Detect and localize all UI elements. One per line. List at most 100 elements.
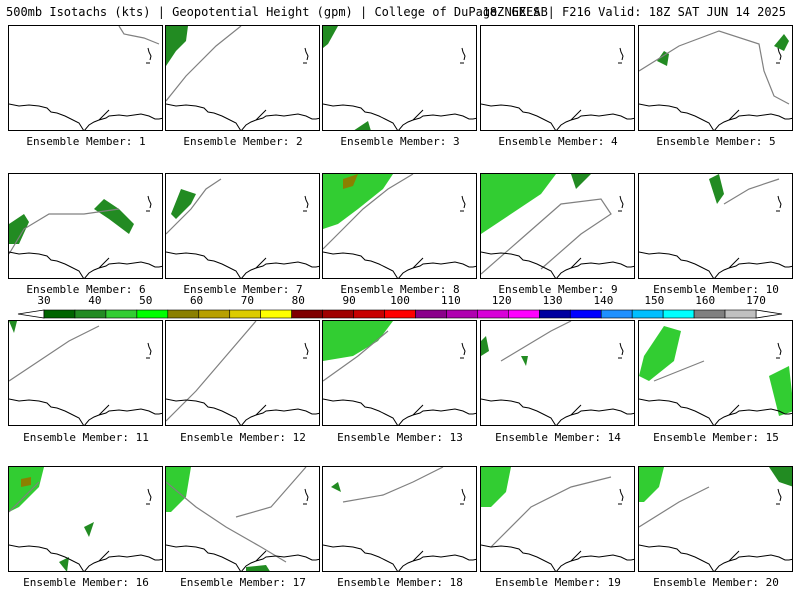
header-valid-time: 18Z GEFS | F216 Valid: 18Z SAT JUN 14 20…	[482, 5, 786, 19]
ensemble-member-map	[8, 466, 163, 572]
ensemble-member-label: Ensemble Member: 19	[495, 576, 621, 589]
coastline	[619, 488, 624, 502]
legend-tick-label: 120	[491, 294, 512, 307]
ensemble-member-map	[322, 173, 477, 279]
member-map-canvas	[166, 178, 319, 278]
header-title: 500mb Isotachs (kts) | Geopotential Heig…	[6, 5, 548, 19]
coastline	[166, 103, 319, 130]
coastline	[255, 404, 267, 416]
isotach-shading	[774, 34, 789, 51]
member-map-canvas	[481, 467, 634, 571]
isotach-shading	[9, 321, 17, 333]
legend-swatch	[198, 309, 231, 319]
isotach-shading	[331, 482, 341, 492]
ensemble-member-label: Ensemble Member: 14	[495, 431, 621, 444]
height-contour	[9, 325, 100, 382]
height-contour	[723, 178, 780, 205]
coastline	[461, 488, 466, 502]
coastline	[9, 398, 162, 425]
coastline	[481, 103, 634, 130]
ensemble-member-map	[638, 466, 793, 572]
height-contour	[490, 476, 612, 548]
legend-swatch	[229, 309, 261, 319]
isotach-shading	[354, 121, 371, 130]
ensemble-member-label: Ensemble Member: 10	[653, 283, 779, 296]
legend-swatch	[724, 309, 757, 319]
member-map-canvas	[9, 467, 162, 571]
isotach-shading	[94, 199, 134, 234]
isotach-shading	[481, 174, 556, 234]
legend-swatch	[43, 309, 76, 319]
coastline	[728, 109, 740, 121]
ensemble-member-label: Ensemble Member: 9	[498, 283, 618, 296]
member-map-canvas	[481, 321, 634, 425]
ensemble-member-map	[8, 173, 163, 279]
member-map-canvas	[166, 26, 319, 130]
ensemble-member-map	[165, 320, 320, 426]
coastline	[570, 550, 582, 562]
isotach-shading	[9, 467, 44, 512]
coastline	[639, 103, 792, 130]
member-map-canvas	[166, 467, 319, 571]
coastline	[570, 109, 582, 121]
ensemble-member-map	[165, 25, 320, 131]
coastline	[619, 342, 624, 356]
height-contour	[323, 330, 389, 382]
coastline	[147, 488, 152, 502]
legend-tick-label: 150	[644, 294, 665, 307]
ensemble-member-label: Ensemble Member: 4	[498, 135, 618, 148]
ensemble-member-label: Ensemble Member: 6	[26, 283, 146, 296]
ensemble-member-label: Ensemble Member: 8	[340, 283, 460, 296]
coastline	[412, 404, 424, 416]
coastline	[166, 398, 319, 425]
member-map-canvas	[481, 47, 634, 130]
coastline	[639, 251, 792, 278]
coastline	[323, 251, 476, 278]
height-contour	[639, 486, 710, 528]
legend-swatch	[631, 309, 664, 319]
coastline	[147, 47, 152, 61]
legend-tick-label: 100	[390, 294, 410, 307]
ensemble-member-map	[480, 25, 635, 131]
isotach-shading	[571, 174, 591, 189]
ensemble-member-map	[480, 320, 635, 426]
legend-swatch	[291, 309, 323, 319]
isotach-shading	[21, 477, 31, 487]
legend-tick-label: 70	[240, 294, 255, 307]
member-map-canvas	[323, 321, 476, 425]
ensemble-member-label: Ensemble Member: 1	[26, 135, 146, 148]
ensemble-member-label: Ensemble Member: 18	[337, 576, 463, 589]
coastline	[98, 257, 110, 269]
isotach-shading	[323, 321, 393, 361]
coastline	[639, 398, 792, 425]
coastline	[619, 47, 624, 61]
height-contour	[500, 321, 572, 362]
legend-swatch	[508, 309, 540, 319]
member-map-canvas	[9, 26, 162, 130]
legend-swatch	[384, 309, 416, 319]
ensemble-member-label: Ensemble Member: 11	[23, 431, 149, 444]
coastline	[98, 404, 110, 416]
isotach-shading	[769, 366, 792, 416]
member-map-canvas	[9, 195, 162, 278]
ensemble-member-label: Ensemble Member: 15	[653, 431, 779, 444]
coastline	[98, 109, 110, 121]
isotach-shading	[481, 467, 511, 507]
height-contour	[9, 208, 120, 255]
legend-swatch	[353, 309, 385, 319]
coastline	[777, 47, 782, 61]
coastline	[166, 251, 319, 278]
coastline	[639, 544, 792, 571]
color-legend: 30 40 50 60 70 80 90 100 110 120 130 140 150 160 170	[14, 295, 786, 325]
ensemble-member-map	[8, 25, 163, 131]
legend-tick-label: 80	[291, 294, 305, 307]
legend-arrow-right	[755, 309, 783, 319]
legend-swatch	[569, 309, 602, 319]
height-contour	[342, 467, 444, 503]
isotach-shading	[639, 467, 664, 502]
coastline	[728, 257, 740, 269]
coastline	[728, 404, 740, 416]
coastline	[147, 195, 152, 209]
coastline	[461, 342, 466, 356]
coastline	[255, 109, 267, 121]
